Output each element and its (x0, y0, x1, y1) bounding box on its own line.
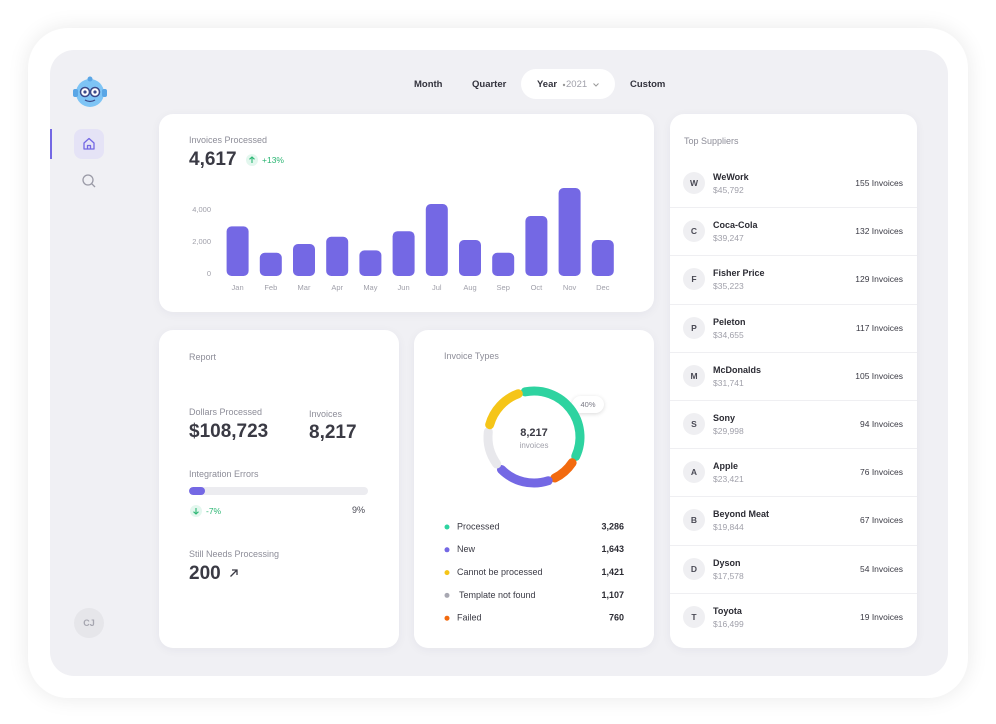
year-pill[interactable]: Year 2021 (521, 69, 615, 99)
headline: 4,617 (189, 149, 237, 170)
supplier-name: WeWork (713, 172, 749, 182)
supplier-name: Coca-Cola (713, 220, 758, 231)
row-divider (670, 207, 917, 209)
supplier-name: Sony (713, 413, 736, 423)
row-divider (670, 255, 917, 257)
supplier-amount: $45,792 (713, 185, 744, 195)
supplier-amount: $19,844 (713, 522, 744, 533)
report-title: Report (189, 352, 217, 362)
supplier-name: Beyond Meat (713, 509, 770, 520)
supplier-initial: T (683, 605, 705, 628)
errors-change: -7% (206, 506, 222, 516)
pending-value: 200 (189, 563, 221, 584)
supplier-initial: S (683, 413, 705, 435)
separator-dot (562, 83, 566, 87)
row-divider (670, 592, 917, 594)
dollars-value: $108,723 (189, 421, 269, 442)
supplier-initial: A (683, 461, 705, 484)
logo (73, 76, 107, 107)
tab-custom[interactable]: Custom (630, 79, 666, 90)
supplier-amount: $39,247 (713, 233, 744, 244)
progress-track (189, 487, 368, 495)
errors-label: Integration Errors (189, 469, 259, 479)
callout-pill: 40% (572, 396, 604, 413)
types-card (414, 330, 654, 648)
card-title: Invoices Processed (189, 135, 268, 145)
supplier-initial: B (683, 509, 705, 532)
pending-label: Still Needs Processing (189, 549, 280, 559)
supplier-name: McDonalds (713, 364, 762, 375)
supplier-name: Dyson (713, 557, 741, 568)
supplier-name: Apple (713, 461, 739, 472)
supplier-initial: W (683, 172, 705, 194)
invoices-label: Invoices (309, 409, 343, 419)
supplier-invoices: 54 Invoices (860, 563, 903, 574)
home-icon (83, 137, 95, 150)
supplier-invoices: 105 Invoices (855, 370, 903, 381)
row-divider (670, 544, 917, 546)
search-button[interactable] (80, 172, 98, 190)
supplier-invoices: 155 Invoices (855, 178, 903, 188)
chevron (593, 83, 599, 87)
suppliers-card (670, 114, 917, 648)
suppliers-title: Top Suppliers (684, 136, 739, 146)
up-arrow (246, 154, 258, 166)
supplier-invoices: 76 Invoices (860, 467, 903, 478)
supplier-amount: $31,741 (713, 377, 744, 388)
supplier-initial: C (683, 220, 705, 243)
supplier-name: Fisher Price (713, 268, 765, 279)
supplier-initial: F (683, 268, 705, 291)
supplier-initial: D (683, 557, 705, 580)
supplier-name: Toyota (713, 605, 742, 616)
supplier-amount: $29,998 (713, 426, 744, 436)
types-title: Invoice Types (444, 351, 499, 361)
tab-month[interactable]: Month (414, 79, 443, 90)
supplier-invoices: 19 Invoices (860, 611, 903, 622)
year-value: 2021 (566, 79, 588, 90)
tab-quarter[interactable]: Quarter (472, 79, 507, 90)
dollars-label: Dollars Processed (189, 407, 263, 417)
supplier-amount: $17,578 (713, 570, 744, 581)
progress-fill (189, 487, 206, 495)
user-avatar[interactable]: CJ (74, 608, 104, 638)
supplier-invoices: 67 Invoices (860, 515, 903, 526)
supplier-amount: $34,655 (713, 329, 744, 340)
active-indicator (50, 129, 52, 159)
change-text: +13% (262, 155, 284, 165)
row-divider (670, 448, 917, 450)
supplier-invoices: 94 Invoices (860, 419, 903, 429)
supplier-name: Peleton (713, 316, 746, 327)
row-divider (670, 496, 917, 498)
supplier-invoices: 129 Invoices (855, 274, 903, 285)
supplier-amount: $23,421 (713, 474, 744, 485)
supplier-initial: P (683, 316, 705, 339)
row-divider (670, 351, 917, 353)
supplier-initial: M (683, 364, 705, 387)
supplier-amount: $16,499 (713, 618, 744, 629)
supplier-invoices: 132 Invoices (855, 226, 903, 237)
errors-value: 9% (351, 505, 365, 515)
change-badge: +13% (245, 153, 287, 167)
tab-year: Year (537, 79, 558, 90)
down-arrow (190, 505, 202, 517)
supplier-invoices: 117 Invoices (855, 322, 903, 333)
supplier-amount: $35,223 (713, 281, 744, 292)
home-button[interactable] (74, 129, 104, 159)
invoices-value: 8,217 (309, 422, 357, 443)
external-arrow (230, 569, 238, 577)
row-divider (670, 400, 917, 401)
row-divider (670, 303, 917, 305)
